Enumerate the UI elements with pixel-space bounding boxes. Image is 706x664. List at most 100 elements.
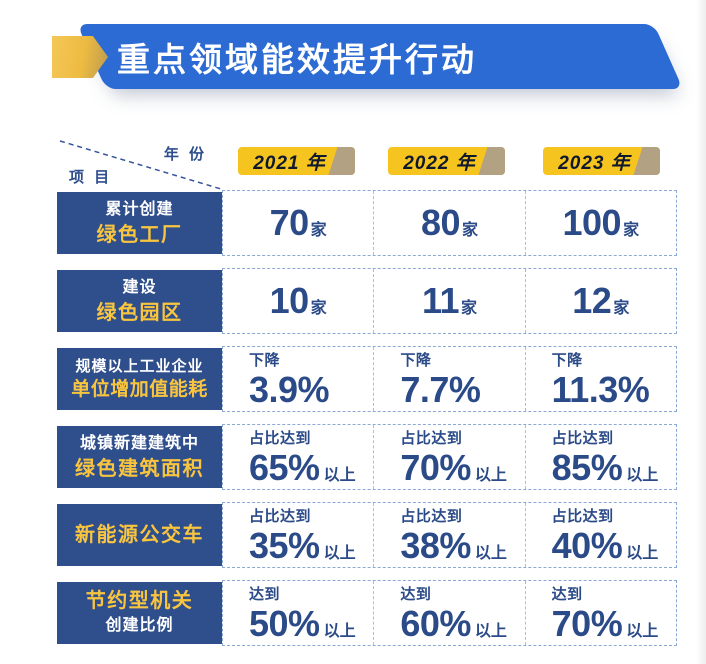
cell-prefix: 达到 [551, 586, 583, 604]
row-label-line: 规模以上工业企业 [75, 357, 204, 375]
year-badge-2023: 2023 年 [543, 147, 660, 175]
table-cell: 达到 70% 以上 [524, 581, 676, 645]
year-badge-label: 2022 年 [403, 152, 476, 174]
cell-value: 7.7% [400, 369, 481, 411]
row-label-line: 建设 [122, 279, 157, 297]
table-cell: 下降 3.9% [223, 347, 373, 411]
table-corner: 年 份 项 目 [57, 138, 223, 190]
row-label: 新能源公交车 [57, 504, 222, 566]
cell-value: 65% [249, 447, 320, 489]
cell-suffix: 以上 [626, 467, 659, 485]
cell-unit: 家 [310, 222, 327, 240]
cell-value: 70% [551, 603, 623, 645]
row-cells: 70 家 80 家 100 家 [222, 190, 677, 256]
cell-suffix: 以上 [323, 623, 356, 641]
cell-value: 38% [400, 525, 471, 567]
cell-unit: 家 [623, 222, 640, 240]
corner-label-item: 项 目 [69, 169, 113, 186]
cell-suffix: 以上 [474, 545, 507, 563]
cell-prefix: 占比达到 [551, 508, 614, 526]
table-cell: 占比达到 38% 以上 [373, 503, 524, 567]
table-row-energy-consumption: 规模以上工业企业 单位增加值能耗 下降 3.9% 下降 7.7% 下降 11.3… [57, 346, 677, 412]
cell-value: 35% [249, 525, 320, 567]
cell-value: 60% [400, 603, 471, 645]
cell-prefix: 占比达到 [249, 508, 312, 526]
cell-prefix: 占比达到 [400, 508, 463, 526]
row-label: 规模以上工业企业 单位增加值能耗 [57, 348, 222, 410]
cell-value: 100 [562, 202, 622, 244]
table-cell: 占比达到 35% 以上 [223, 503, 373, 567]
table-cell: 10 家 [223, 269, 373, 333]
year-badge-2022: 2022 年 [388, 147, 505, 175]
cell-value: 80 [420, 202, 461, 244]
row-label-line: 绿色建筑面积 [75, 457, 204, 480]
cell-suffix: 以上 [323, 467, 356, 485]
row-cells: 下降 3.9% 下降 7.7% 下降 11.3% [222, 346, 677, 412]
year-badge-label: 2023 年 [558, 152, 631, 174]
table-cell: 占比达到 40% 以上 [524, 503, 676, 567]
row-label: 累计创建 绿色工厂 [57, 192, 222, 254]
row-cells: 10 家 11 家 12 家 [222, 268, 677, 334]
cell-value: 3.9% [249, 369, 330, 411]
cell-value: 50% [249, 603, 320, 645]
cell-value: 11 [421, 280, 460, 322]
title-banner: 重点领域能效提升行动 [77, 24, 683, 89]
table-row-green-building: 城镇新建建筑中 绿色建筑面积 占比达到 65% 以上 占比达到 70% 以上 占比达… [57, 424, 677, 490]
row-label-line: 累计创建 [105, 201, 174, 219]
cell-prefix: 达到 [249, 586, 281, 604]
row-label-line: 绿色工厂 [96, 223, 183, 246]
cell-prefix: 占比达到 [551, 430, 614, 448]
cell-unit: 家 [613, 300, 630, 318]
row-label-line: 创建比例 [105, 617, 174, 635]
cell-value: 40% [551, 525, 623, 567]
year-badge-label: 2021 年 [253, 152, 326, 174]
row-label: 建设 绿色园区 [57, 270, 222, 332]
page-title: 重点领域能效提升行动 [117, 40, 477, 78]
table-row-green-parks: 建设 绿色园区 10 家 11 家 12 家 [57, 268, 677, 334]
cell-unit: 家 [462, 222, 479, 240]
page-edge-shadow [696, 0, 706, 664]
cell-suffix: 以上 [626, 623, 659, 641]
row-label-line: 节约型机关 [85, 590, 194, 613]
row-cells: 占比达到 65% 以上 占比达到 70% 以上 占比达到 85% 以上 [222, 424, 677, 490]
cell-prefix: 占比达到 [400, 430, 463, 448]
cell-value: 11.3% [551, 369, 650, 411]
row-label: 节约型机关 创建比例 [57, 582, 222, 644]
table-cell: 占比达到 85% 以上 [524, 425, 676, 489]
corner-label-year: 年 份 [163, 146, 207, 163]
table-row-conservation-agencies: 节约型机关 创建比例 达到 50% 以上 达到 60% 以上 达到 70% 以上 [57, 580, 677, 646]
table-cell: 12 家 [524, 269, 676, 333]
cell-value: 10 [269, 280, 310, 322]
diagonal-divider [59, 140, 222, 190]
table-cell: 100 家 [524, 191, 676, 255]
table-cell: 达到 60% 以上 [373, 581, 524, 645]
cell-prefix: 下降 [400, 352, 432, 370]
cell-value: 70 [269, 202, 310, 244]
row-label-line: 绿色园区 [96, 301, 183, 324]
table-row-green-factories: 累计创建 绿色工厂 70 家 80 家 100 家 [57, 190, 677, 256]
row-cells: 达到 50% 以上 达到 60% 以上 达到 70% 以上 [222, 580, 677, 646]
cell-unit: 家 [461, 300, 478, 318]
cell-value: 85% [551, 447, 623, 489]
row-label-line: 新能源公交车 [75, 524, 204, 546]
cell-suffix: 以上 [626, 545, 659, 563]
table-cell: 占比达到 70% 以上 [373, 425, 524, 489]
cell-suffix: 以上 [474, 467, 507, 485]
cell-suffix: 以上 [474, 623, 507, 641]
table-cell: 11 家 [373, 269, 524, 333]
cell-prefix: 占比达到 [249, 430, 312, 448]
cell-unit: 家 [310, 300, 327, 318]
cell-prefix: 下降 [249, 352, 281, 370]
table-row-new-energy-buses: 新能源公交车 占比达到 35% 以上 占比达到 38% 以上 占比达到 40% 以上 [57, 502, 677, 568]
cell-value: 70% [400, 447, 471, 489]
table-cell: 占比达到 65% 以上 [223, 425, 373, 489]
table-cell: 70 家 [223, 191, 373, 255]
table-cell: 下降 11.3% [524, 347, 676, 411]
table-cell: 80 家 [373, 191, 524, 255]
table-cell: 达到 50% 以上 [223, 581, 373, 645]
cell-prefix: 下降 [551, 352, 583, 370]
row-label-line: 城镇新建建筑中 [79, 435, 199, 453]
cell-prefix: 达到 [400, 586, 432, 604]
year-badge-2021: 2021 年 [238, 147, 355, 175]
